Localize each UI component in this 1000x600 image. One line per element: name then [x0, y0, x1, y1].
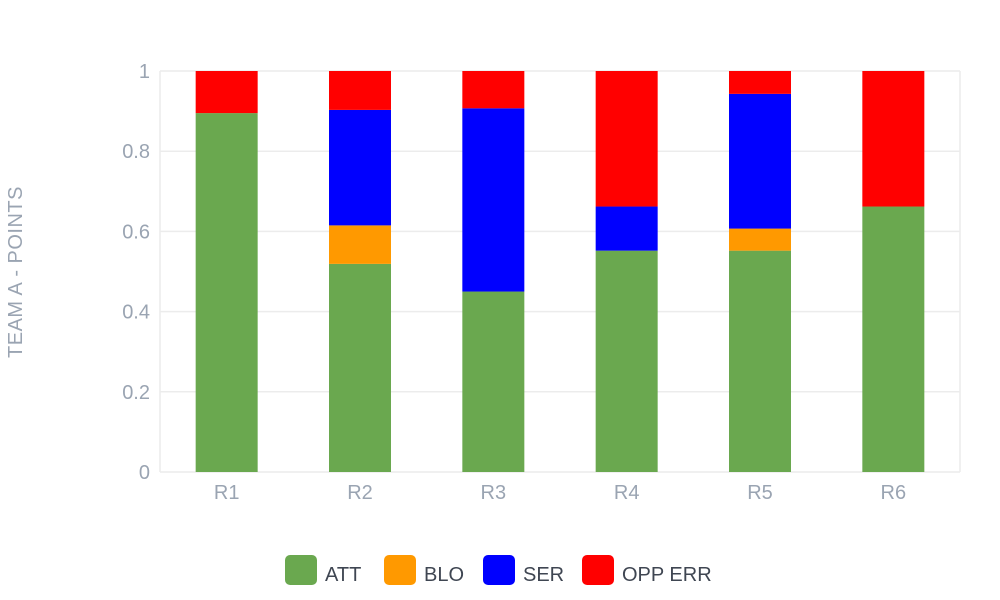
- bar-r1-att[interactable]: [195, 113, 258, 472]
- bar-r3-opp-err[interactable]: [462, 71, 525, 109]
- x-tick-label: R4: [614, 482, 640, 504]
- bar-r4-opp-err[interactable]: [595, 71, 658, 207]
- y-tick-label: 0.8: [122, 141, 150, 163]
- x-tick-labels: R1 R2 R3 R4 R5 R6: [214, 482, 906, 504]
- legend-item-blo[interactable]: BLO: [384, 555, 464, 586]
- bar-r3-ser[interactable]: [462, 108, 525, 292]
- y-tick-label: 0.2: [122, 382, 150, 404]
- legend-swatch: [285, 555, 317, 585]
- bar-r1-opp-err[interactable]: [195, 71, 258, 114]
- bars: [195, 71, 925, 472]
- x-tick-label: R1: [214, 482, 240, 504]
- bar-r4-ser[interactable]: [595, 206, 658, 251]
- y-tick-label: 1: [139, 61, 150, 83]
- legend-item-att[interactable]: ATT: [285, 555, 361, 586]
- grid-lines: [159, 70, 961, 473]
- legend[interactable]: ATT BLO SER OPP ERR: [285, 555, 712, 586]
- bar-r2-opp-err[interactable]: [329, 71, 391, 110]
- bar-r5-ser[interactable]: [729, 93, 791, 229]
- x-tick-label: R6: [881, 482, 907, 504]
- bar-r6-opp-err[interactable]: [862, 71, 925, 207]
- y-axis-title: TEAM A - POINTS: [5, 186, 27, 358]
- bar-r2-ser[interactable]: [329, 109, 391, 226]
- legend-label: ATT: [325, 564, 361, 586]
- bar-r3-att[interactable]: [462, 291, 525, 472]
- bar-r5-blo[interactable]: [729, 228, 791, 251]
- bar-r2-blo[interactable]: [329, 225, 391, 264]
- legend-item-opp-err[interactable]: OPP ERR: [582, 555, 712, 586]
- y-tick-labels: 0 0.2 0.4 0.6 0.8 1: [122, 61, 150, 484]
- bar-r5-opp-err[interactable]: [729, 71, 791, 94]
- y-tick-label: 0: [139, 462, 150, 484]
- legend-label: SER: [523, 564, 564, 586]
- bar-r5-att[interactable]: [729, 250, 791, 472]
- legend-label: OPP ERR: [622, 564, 712, 586]
- legend-swatch: [483, 555, 515, 585]
- x-tick-label: R5: [747, 482, 773, 504]
- y-tick-label: 0.6: [122, 221, 150, 243]
- y-tick-label: 0.4: [122, 302, 150, 324]
- bar-r6-att[interactable]: [862, 206, 925, 472]
- x-tick-label: R3: [481, 482, 507, 504]
- legend-label: BLO: [424, 564, 464, 586]
- legend-item-ser[interactable]: SER: [483, 555, 564, 586]
- bar-r4-att[interactable]: [595, 250, 658, 472]
- x-tick-label: R2: [347, 482, 373, 504]
- bar-r2-att[interactable]: [329, 263, 391, 472]
- legend-swatch: [582, 555, 614, 585]
- legend-swatch: [384, 555, 416, 585]
